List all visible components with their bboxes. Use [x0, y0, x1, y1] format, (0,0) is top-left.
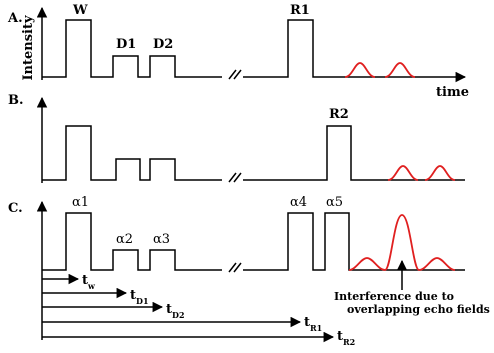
panel-b-axis-break	[228, 172, 242, 183]
panel-b-pulse-train	[42, 125, 222, 181]
pulse-label-r2: R2	[329, 107, 349, 122]
panel-a-pulse-train	[42, 19, 222, 78]
pulse-label-d1: D1	[116, 37, 136, 52]
pulse-label-alpha1: α1	[72, 195, 89, 210]
time-axis-label: time	[436, 85, 469, 100]
td1-label: tD1	[130, 288, 149, 306]
pulse-label-alpha3: α3	[153, 232, 170, 247]
panel-c-interference-echo	[348, 214, 456, 271]
td2-label: tD2	[166, 302, 185, 320]
annotation-line2: overlapping echo fields	[347, 303, 490, 316]
pulse-label-d2: D2	[153, 37, 173, 52]
panel-b-echo-signals	[387, 165, 456, 181]
panel-c-axis-break	[228, 262, 242, 273]
panel-c: C. α1 α2 α3 α4 α5 tw tD1 tD2 tR1 tR2 Int…	[8, 195, 490, 347]
panel-a-time-axis	[243, 19, 467, 83]
panel-a-echo-signals	[344, 62, 416, 78]
panel-b: B. R2	[8, 93, 465, 183]
tr2-label: tR2	[337, 329, 355, 347]
annotation-line1: Interference due to	[334, 290, 454, 303]
panel-a-axis-break	[228, 69, 242, 80]
panel-c-label: C.	[8, 201, 23, 216]
panel-a-label: A.	[7, 11, 23, 26]
pulse-label-alpha5: α5	[326, 195, 343, 210]
pulse-label-r1: R1	[290, 3, 310, 18]
intensity-axis-label: Intensity	[21, 15, 36, 81]
panel-b-label: B.	[8, 93, 24, 108]
tr1-label: tR1	[304, 315, 322, 333]
panel-c-time-axis	[243, 212, 465, 271]
panel-c-pulse-train	[42, 212, 222, 271]
tw-label: tw	[82, 273, 96, 291]
panel-a: A. Intensity W D1 D2 R1 time	[7, 3, 469, 100]
pulse-label-alpha4: α4	[290, 195, 307, 210]
panel-b-time-axis	[243, 125, 465, 181]
pulse-label-alpha2: α2	[116, 232, 133, 247]
pulse-label-w: W	[72, 3, 88, 18]
